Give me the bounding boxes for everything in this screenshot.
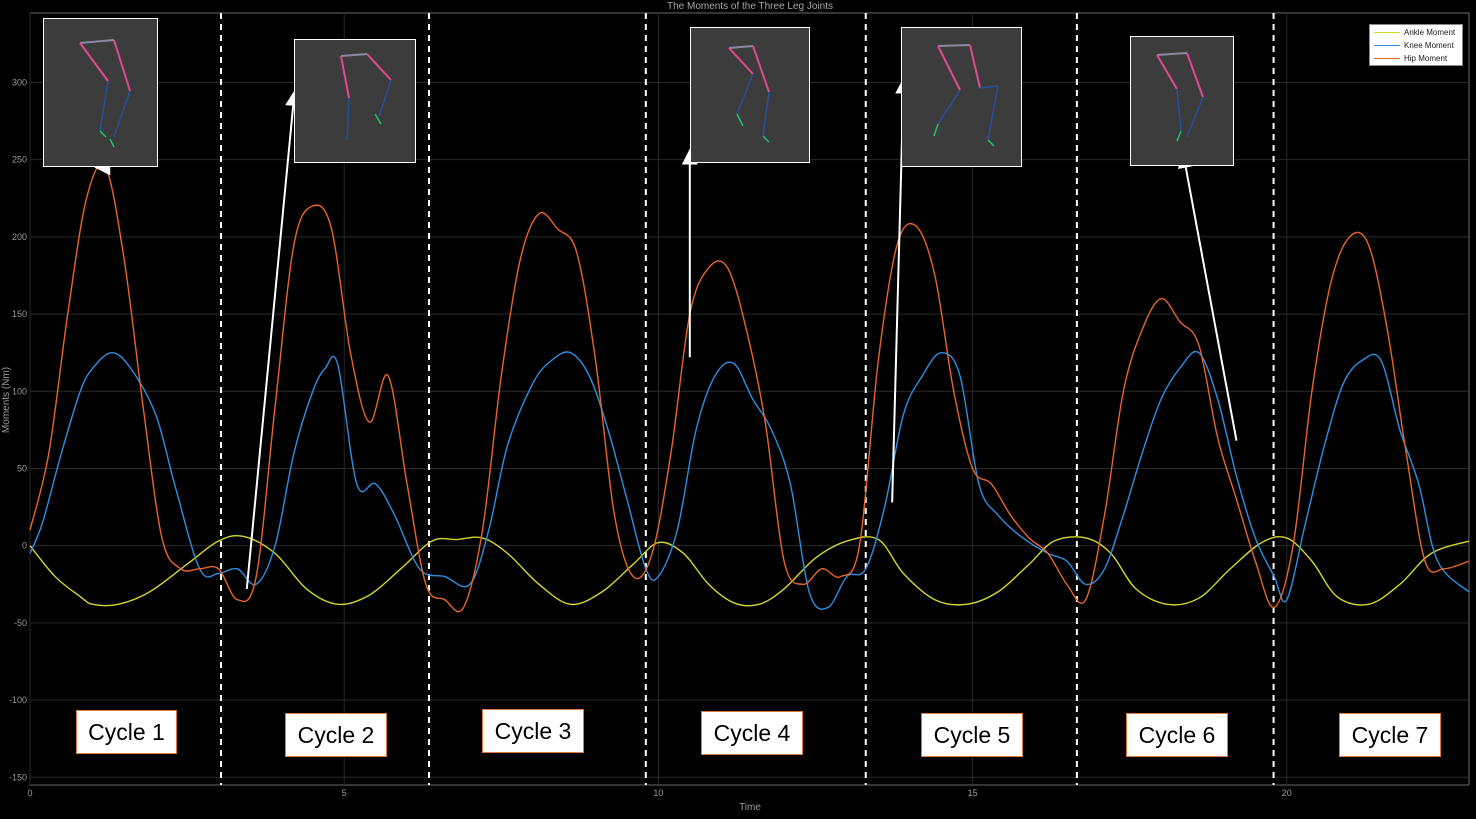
cycle-label-2: Cycle 2 — [285, 713, 387, 757]
posture-inset-1 — [43, 18, 158, 167]
cycle-label-5: Cycle 5 — [921, 713, 1023, 757]
y-tick-label: 200 — [12, 232, 27, 242]
y-axis-label: Moments (Nm) — [1, 367, 12, 433]
posture-inset-5 — [1130, 36, 1234, 166]
legend-swatch-knee — [1374, 44, 1400, 46]
y-tick-label: 50 — [17, 463, 27, 473]
y-tick-label: 150 — [12, 309, 27, 319]
stick-figure-icon — [933, 44, 999, 147]
y-tick-label: -100 — [9, 695, 27, 705]
x-tick-label: 15 — [968, 788, 978, 798]
x-tick-label: 0 — [27, 788, 32, 798]
legend-item-hip: Hip Moment — [1370, 52, 1462, 64]
y-tick-label: 100 — [12, 386, 27, 396]
cycle-label-4: Cycle 4 — [701, 711, 803, 755]
x-tick-label: 20 — [1282, 788, 1292, 798]
legend-swatch-hip — [1374, 57, 1400, 59]
y-tick-label: 250 — [12, 155, 27, 165]
x-tick-label: 5 — [342, 788, 347, 798]
chart-title: The Moments of the Three Leg Joints — [667, 1, 833, 12]
y-tick-label: -150 — [9, 772, 27, 782]
axis-ticks: 0 5 10 15 20 -150 -100 -50 0 50 100 150 200 250 300 — [9, 77, 1292, 798]
x-axis-label: Time — [739, 802, 761, 813]
cycle-boundaries — [220, 13, 1275, 785]
legend-swatch-ankle — [1374, 31, 1400, 33]
stick-figure-icon — [728, 45, 770, 143]
y-tick-label: -50 — [14, 618, 27, 628]
stick-figure-icon — [79, 39, 131, 148]
cycle-label-3: Cycle 3 — [482, 709, 584, 753]
posture-inset-3 — [690, 27, 810, 163]
legend: Ankle Moment Knee Moment Hip Moment — [1369, 24, 1463, 66]
annotation-arrow — [245, 89, 302, 590]
stick-figure-icon — [1156, 52, 1204, 142]
y-tick-label: 0 — [22, 541, 27, 551]
series-line-knee-moment — [29, 350, 1470, 610]
legend-item-knee: Knee Moment — [1370, 39, 1462, 51]
posture-inset-4 — [901, 27, 1022, 167]
cycle-label-6: Cycle 6 — [1126, 713, 1228, 757]
series-line-hip-moment — [29, 163, 1470, 613]
annotation-arrow — [1177, 151, 1238, 441]
posture-inset-2 — [294, 39, 416, 163]
legend-label-ankle: Ankle Moment — [1404, 27, 1456, 37]
stick-figure-icon — [340, 53, 392, 141]
legend-label-knee: Knee Moment — [1404, 40, 1454, 50]
legend-item-ankle: Ankle Moment — [1370, 26, 1462, 38]
cycle-label-7: Cycle 7 — [1339, 713, 1441, 757]
y-tick-label: 300 — [12, 77, 27, 87]
x-tick-label: 10 — [653, 788, 663, 798]
legend-label-hip: Hip Moment — [1404, 53, 1448, 63]
cycle-label-1: Cycle 1 — [76, 710, 177, 754]
